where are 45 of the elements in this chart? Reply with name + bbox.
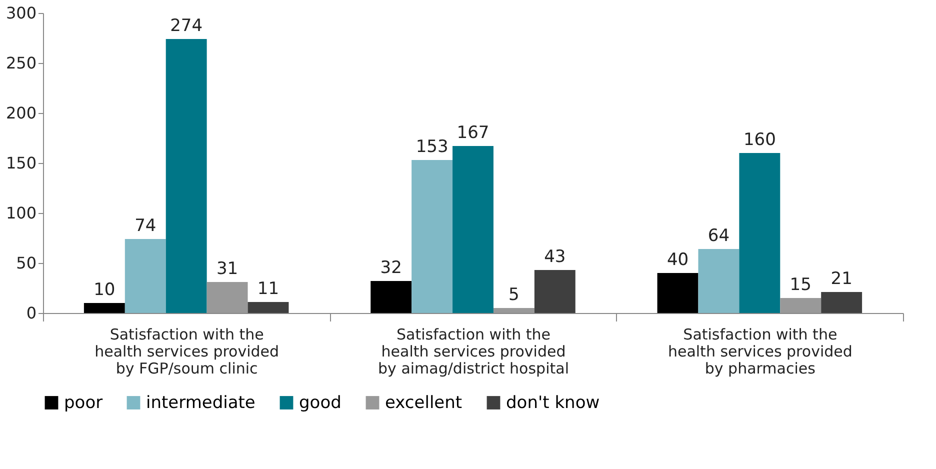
bar [534,270,576,313]
data-label: 10 [94,280,116,300]
y-tick-label: 250 [6,54,36,72]
legend-label: intermediate [146,392,256,413]
data-label: 31 [216,259,238,279]
data-label: 40 [666,250,689,270]
data-label: 274 [170,16,203,36]
bar [698,249,740,313]
bar [370,281,412,313]
legend-label: don't know [506,392,600,413]
legend-label: poor [64,392,103,413]
bar [452,146,494,313]
y-tick-label: 300 [6,4,36,22]
bar [657,273,698,313]
bar [739,153,780,313]
data-label: 153 [416,137,448,157]
y-tick-label: 200 [6,104,36,122]
x-tick-label: Satisfaction with the health services provided by aimag/district hospital [378,326,569,378]
bar [84,303,125,313]
data-label: 32 [380,258,402,278]
y-tick-label: 100 [6,204,36,222]
data-label: 21 [830,269,852,289]
x-tick-label: Satisfaction with the health services provided by pharmacies [668,326,852,378]
data-label: 11 [257,279,280,299]
data-label: 160 [743,130,776,150]
data-label: 64 [708,226,730,246]
bar [493,308,534,313]
y-tick-label: 50 [16,254,36,272]
bar [206,282,248,313]
data-label: 74 [134,216,156,236]
legend-label: excellent [385,392,462,413]
y-tick-label: 0 [26,304,36,322]
bar [166,39,207,313]
data-label: 5 [508,285,520,305]
bar [248,302,289,313]
bar [412,160,453,313]
x-tick-label: Satisfaction with the health services provided by FGP/soum clinic [94,326,280,378]
bar [780,298,822,313]
data-label: 15 [790,275,812,295]
data-label: 43 [544,247,566,267]
y-tick-label: 150 [6,154,36,172]
bar [821,292,862,313]
data-label: 167 [456,123,490,143]
legend-label: good [299,392,342,413]
bar [124,239,166,313]
